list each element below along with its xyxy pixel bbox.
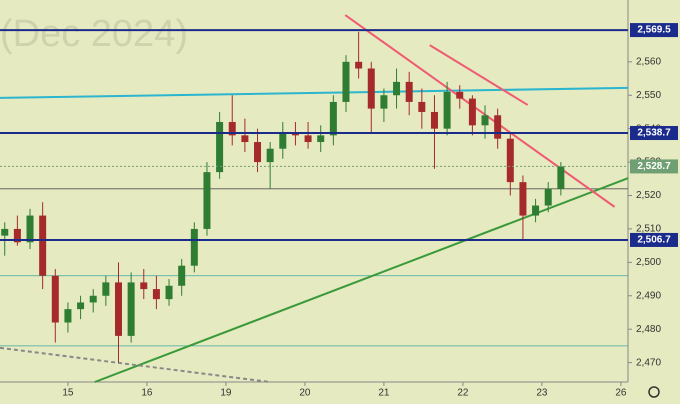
candle-body [254,142,262,163]
candle-body [89,295,97,303]
y-tick-label: 2,470 [636,357,661,368]
y-tick-label: 2,510 [636,224,661,235]
candle-body [228,121,236,136]
y-tick-label: 2,500 [636,257,661,268]
candle-body [241,135,249,143]
candle-body [114,282,122,336]
candle-body [317,135,325,143]
level-tag [630,23,678,38]
trend-line [0,346,271,383]
candle-body [203,172,211,229]
y-tick-label: 2,490 [636,290,661,301]
candle-body [51,275,59,323]
candle-body [532,205,540,216]
candle-body [140,282,148,290]
y-tick-label: 2,550 [636,90,661,101]
level-tag [630,126,678,141]
settings-icon[interactable] [648,386,660,398]
x-tick-label: 15 [62,388,74,399]
candle-body [494,115,502,139]
candle-body [355,61,363,69]
y-tick-label: 2,520 [636,190,661,201]
candle-body [367,68,375,109]
level-label: 2,528.7 [637,161,671,172]
candle-body [519,182,527,216]
trend-line [344,14,616,208]
candle-body [152,289,160,300]
y-tick-label: 2,480 [636,324,661,335]
x-tick-label: 26 [615,388,627,399]
x-tick-label: 23 [536,388,548,399]
candle-body [418,101,426,112]
candle-body [393,81,401,96]
candle-body [1,228,9,236]
candle-body [26,215,34,243]
candle-body [329,101,337,136]
candle-body [456,91,464,99]
x-tick-label: 22 [457,388,469,399]
candle-body [39,215,47,276]
candle-body [443,91,451,129]
candle-body [13,228,21,243]
candle-body [430,111,438,129]
level-label: 2,538.7 [637,128,671,139]
candle-body [190,228,198,266]
x-tick-label: 19 [220,388,232,399]
level-tag [630,232,678,247]
candle-body [304,135,312,143]
candle-body [468,98,476,126]
candle-body [279,132,287,149]
candle-body [380,95,388,109]
candle-body [266,148,274,163]
candle-body [544,188,552,206]
trend-line [0,86,629,99]
level-label: 2,569.5 [637,25,671,36]
candle-body [77,302,85,310]
trend-line [429,44,529,106]
watermark: (Dec 2024) [0,13,188,55]
candle-body [342,61,350,102]
level-tag [630,159,678,174]
candle-body [127,282,135,336]
y-tick-label: 2,560 [636,56,661,67]
level-label: 2,506.7 [637,235,671,246]
trend-line [94,177,629,383]
candle-body [506,138,514,183]
candle-body [102,282,110,296]
candle-body [216,121,224,173]
x-tick-label: 16 [141,388,153,399]
candle-body [165,285,173,300]
candle-body [64,309,72,323]
candle-body [178,265,186,286]
x-tick-label: 20 [299,388,311,399]
x-tick-label: 21 [378,388,390,399]
candle-body [481,115,489,126]
candle-body [405,81,413,102]
candle-body [557,166,565,189]
